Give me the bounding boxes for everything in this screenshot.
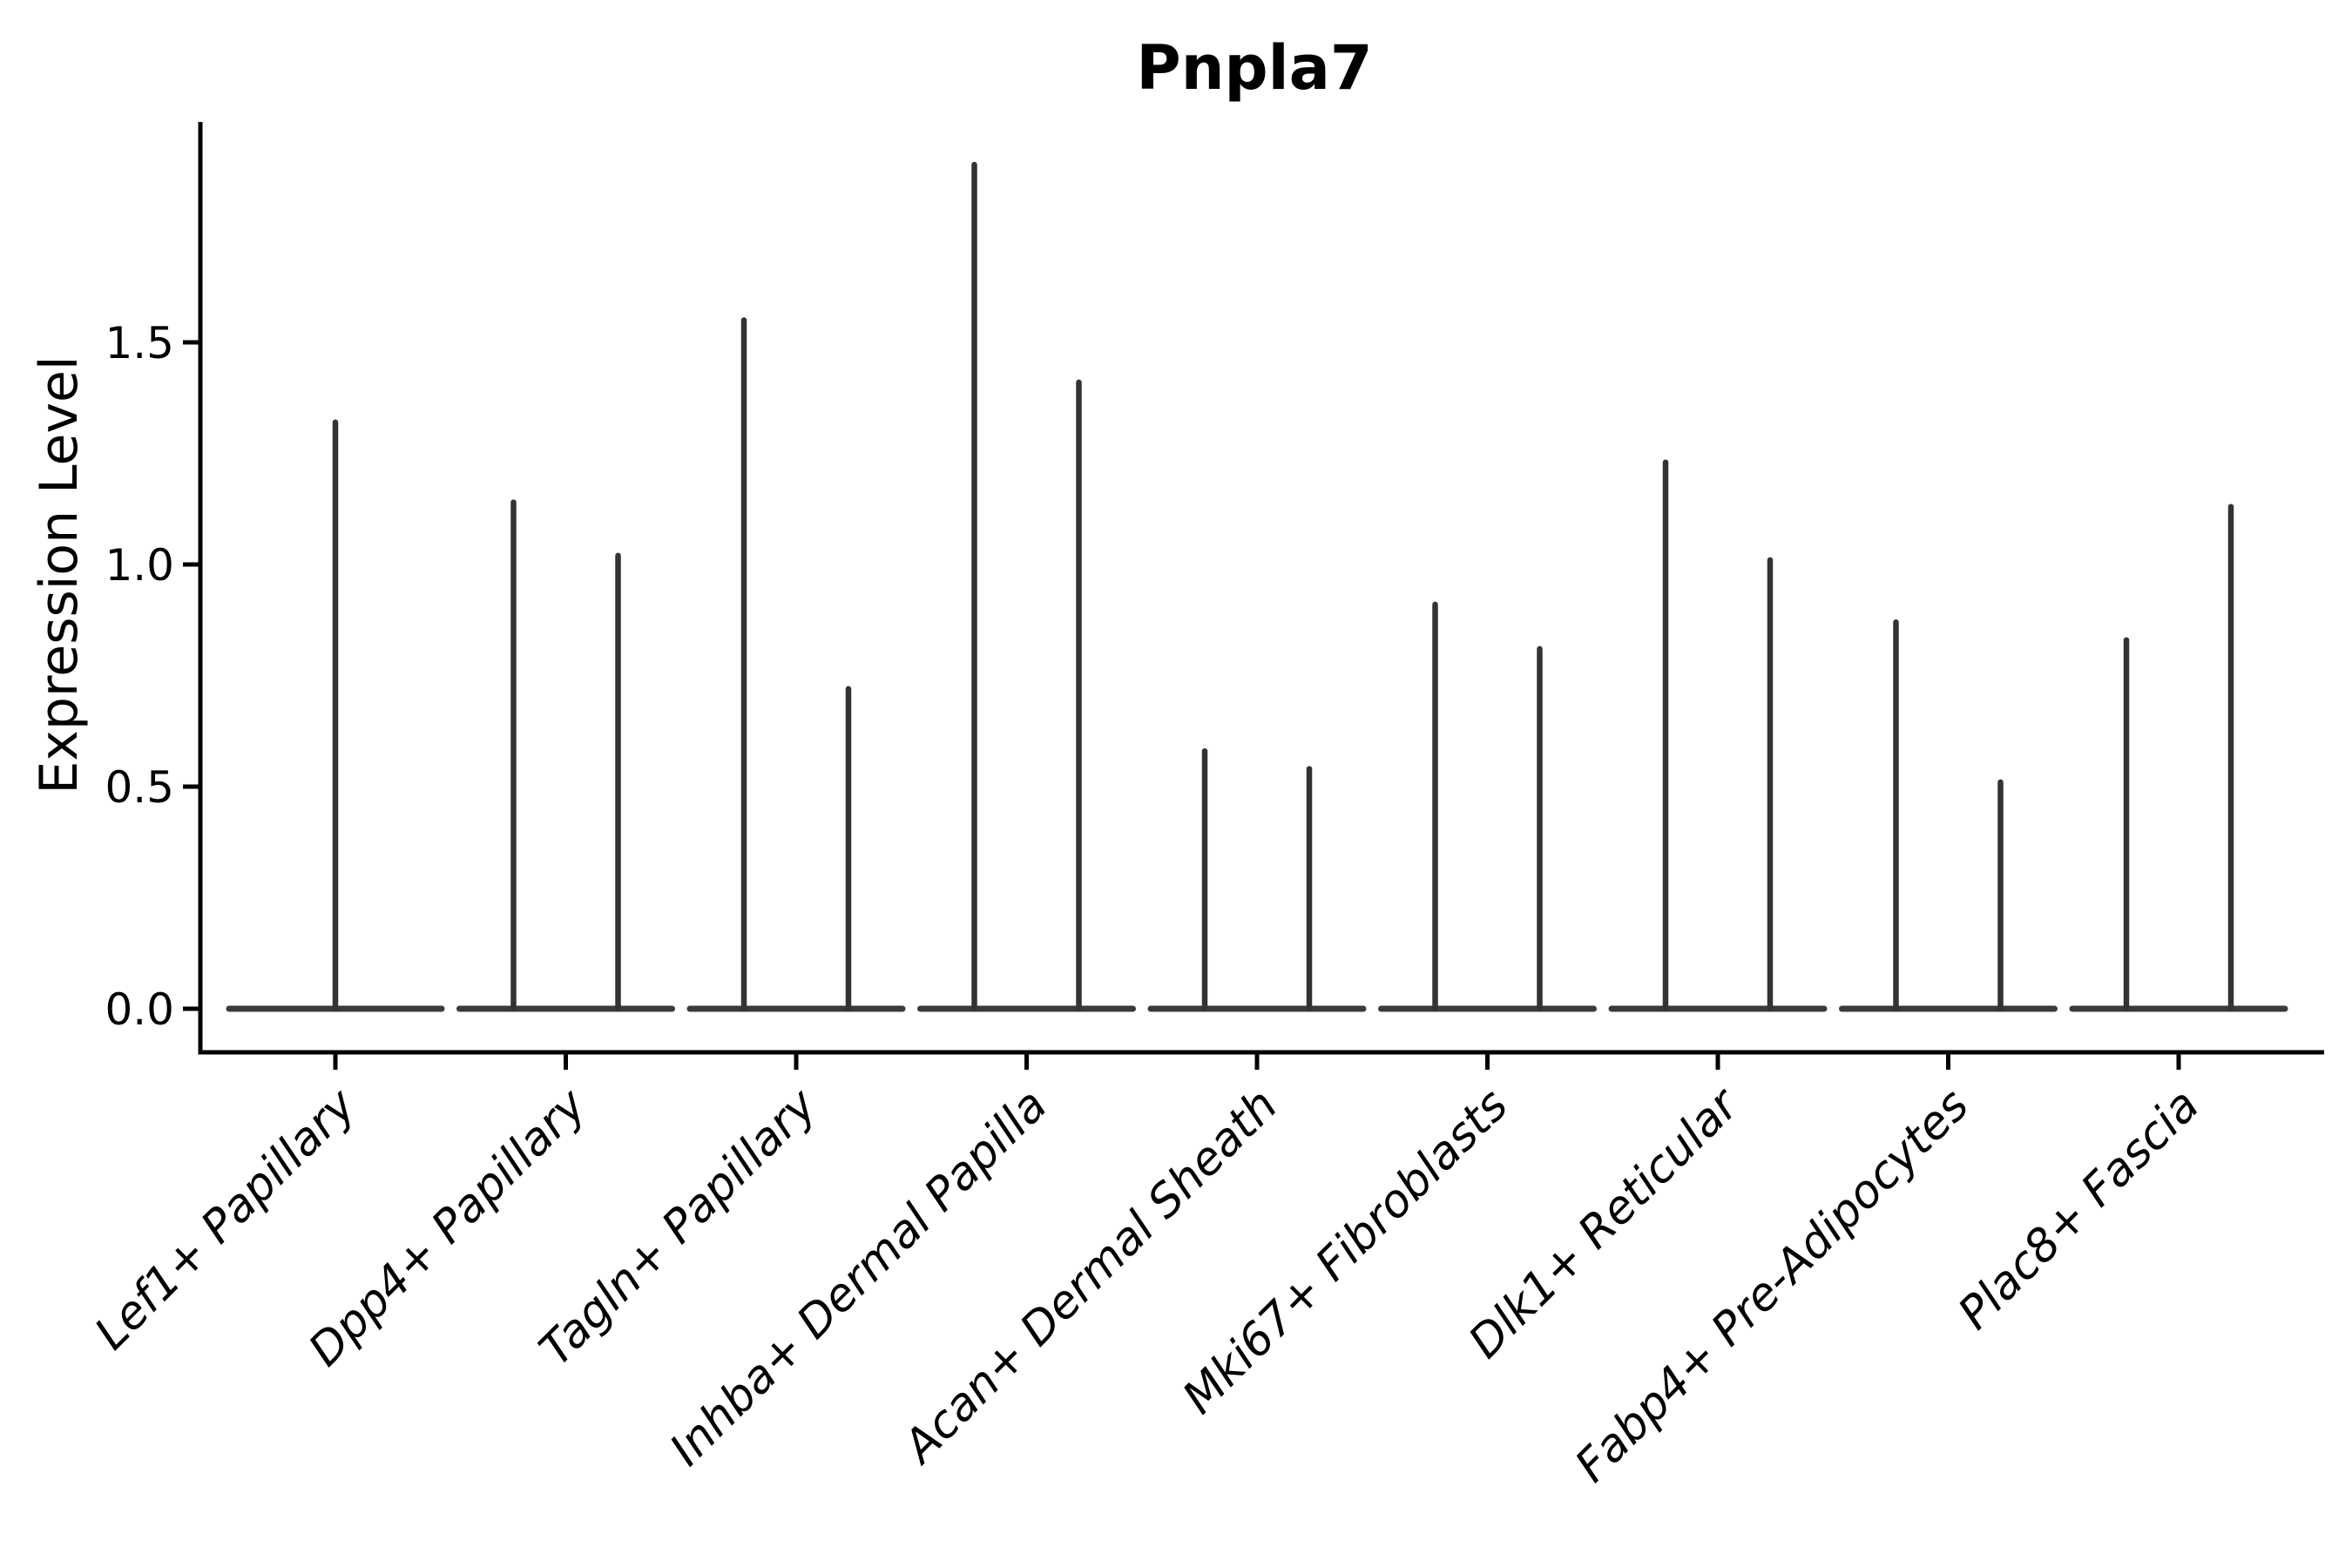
x-tick-label: Plac8+ Fascia <box>1949 1079 2209 1340</box>
violin-group <box>2069 504 2288 1012</box>
x-tick-label: Fabp4+ Pre-Adipocytes <box>1565 1079 1979 1493</box>
violin-group <box>1378 601 1597 1012</box>
y-tick-label: 1.0 <box>105 540 174 591</box>
violin-group <box>1608 459 1828 1012</box>
y-tick-label: 0.0 <box>105 984 174 1035</box>
y-axis-label: Expression Level <box>29 355 90 794</box>
violin-group <box>686 317 906 1012</box>
x-tick-label: Acan+ Dermal Sheath <box>892 1079 1288 1475</box>
chart-title: Pnpla7 <box>1136 32 1372 104</box>
violins-layer <box>226 161 2288 1012</box>
violin-group <box>1147 747 1367 1012</box>
violin-group <box>917 161 1136 1012</box>
y-axis-ticks: 0.0 0.5 1.0 1.5 <box>105 318 199 1035</box>
violin-group <box>456 499 675 1012</box>
violin-group <box>226 419 445 1012</box>
y-tick-label: 0.5 <box>105 762 174 813</box>
y-tick-label: 1.5 <box>105 318 174 368</box>
x-tick-label: Inhba+ Dermal Papilla <box>660 1079 1058 1477</box>
violin-group <box>1839 619 2058 1012</box>
